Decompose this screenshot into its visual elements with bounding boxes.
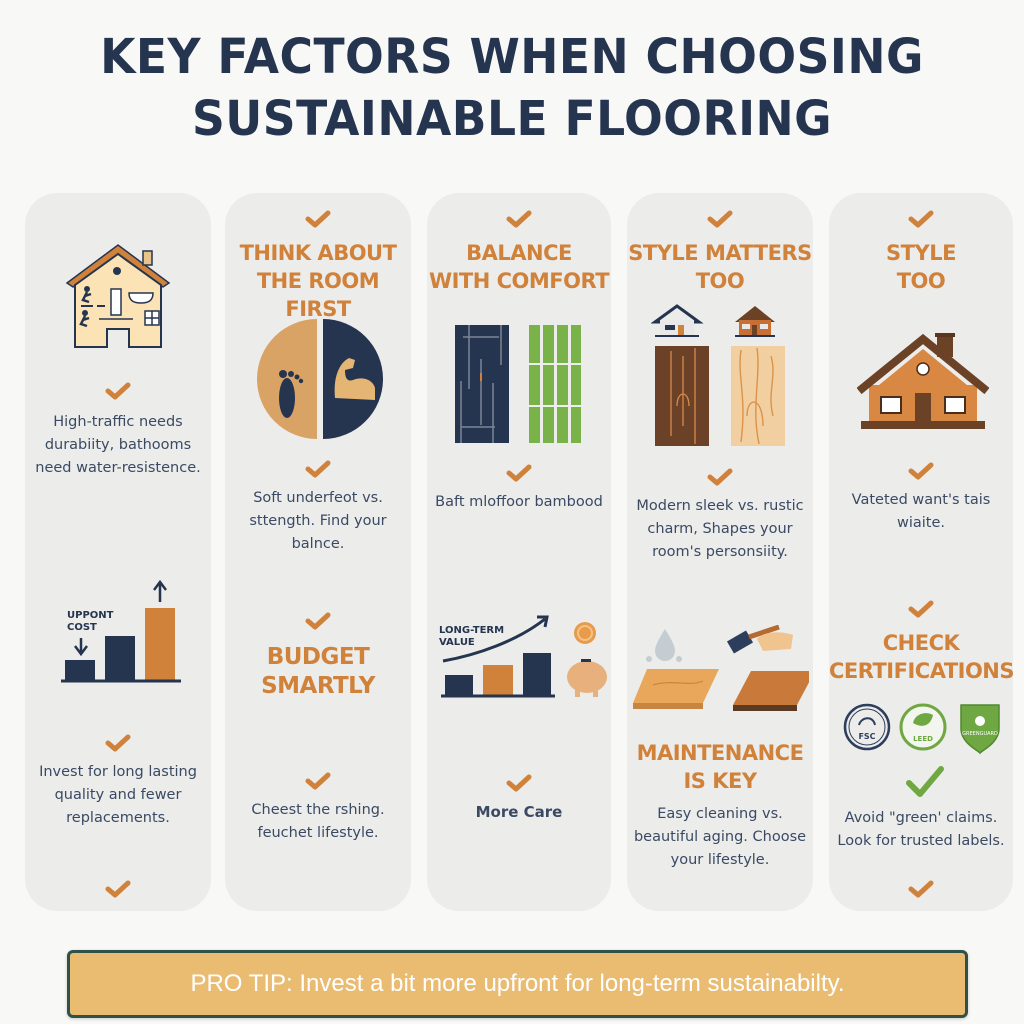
check-icon [305,209,331,229]
long-term-value-chart-icon: LONG-TERM VALUE [437,611,607,703]
factor-heading: CHECK CERTIFICATIONS [829,631,1015,683]
check-icon [707,467,733,487]
maintenance-wood-icon [633,625,809,715]
check-icon [908,879,934,899]
fsc-badge-icon: FSC [843,703,891,751]
factor-description: Cheest the rshing. feuchet lifestyle. [251,802,385,841]
factor-card-comfort: BALANCE WITH COMFORT Baft mloffoor bambo… [427,193,611,911]
check-icon [908,209,934,229]
house-rooms-icon [57,239,179,351]
factor-heading: STYLE MATTERS TOO [628,241,812,293]
factor-description: Baft mloffoor bambood [435,494,603,510]
title-line-1: KEY FACTORS WHEN CHOOSING [100,29,924,85]
factor-description: Modern sleek vs. rustic charm, Shapes yo… [636,498,804,560]
check-icon [908,599,934,619]
factor-description: Vateted want's tais wiaite. [851,492,991,531]
svg-text:UPPONT: UPPONT [67,610,114,621]
check-icon [506,463,532,483]
greenguard-badge-icon: GREENGUARD [960,704,1000,755]
check-icon [305,611,331,631]
svg-text:LONG-TERM: LONG-TERM [439,625,504,636]
factor-description: Invest for long lasting quality and fewe… [39,764,197,826]
factor-card-room-first: THINK ABOUT THE ROOM FIRST Soft underfeo… [225,193,411,911]
factor-description: Avoid "green' claims. Look for trusted l… [837,810,1005,849]
check-icon [506,209,532,229]
foot-and-muscle-icon [253,318,387,440]
factor-description: Soft underfeot vs. sttength. Find your b… [249,490,387,552]
bar-chart-upfront-cost-icon: UPPONT COST [61,576,185,688]
svg-text:GREENGUARD: GREENGUARD [962,731,998,737]
check-icon [908,461,934,481]
check-icon [305,459,331,479]
factor-heading: MAINTENANCE IS KEY [636,741,804,793]
check-icon [105,879,131,899]
svg-text:VALUE: VALUE [439,637,475,648]
green-check-icon [905,765,945,799]
title-line-2: SUSTAINABLE FLOORING [191,91,833,147]
factor-heading: STYLE TOO [886,241,956,293]
factor-description: More Care [475,803,563,821]
factor-description: Easy cleaning vs. beautiful aging. Choos… [633,806,807,868]
factor-heading: THINK ABOUT THE ROOM FIRST [239,241,397,321]
check-icon [105,381,131,401]
svg-text:COST: COST [67,622,97,633]
factor-card-style-maintenance: STYLE MATTERS TOO Modern sleek vs. rusti… [627,193,813,911]
factor-card-style-certifications: STYLE TOO Vateted want's tais wiaite. CH… [829,193,1015,911]
check-icon [105,733,131,753]
check-icon [506,773,532,793]
leed-badge-icon: LEED [899,703,947,751]
modern-vs-rustic-wood-icon [651,296,791,446]
svg-text:FSC: FSC [858,732,875,741]
check-icon [305,771,331,791]
page-title: KEY FACTORS WHEN CHOOSING SUSTAINABLE FL… [26,26,999,150]
factor-heading: BUDGET SMARTLY [261,644,375,699]
dark-floor-and-bamboo-icon [455,325,581,445]
pro-tip-text: PRO TIP: Invest a bit more upfront for l… [190,970,845,997]
factor-description: High-traffic needs durabiity, bathooms n… [35,414,201,476]
factor-heading: BALANCE WITH COMFORT [428,241,610,293]
cabin-house-icon [857,333,989,431]
svg-text:LEED: LEED [913,735,933,743]
factor-card-room-durability: High-traffic needs durabiity, bathooms n… [25,193,211,911]
certification-badges: FSC LEED GREENGUARD [843,699,1003,755]
check-icon [707,209,733,229]
pro-tip-banner: PRO TIP: Invest a bit more upfront for l… [67,950,968,1018]
